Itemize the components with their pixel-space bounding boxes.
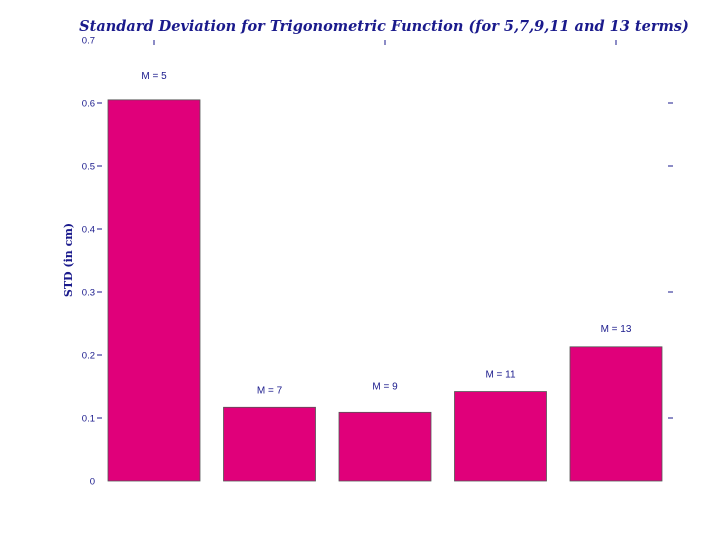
- y-tick-label: 0.6: [82, 99, 95, 110]
- y-tick-label: 0.5: [82, 162, 95, 173]
- bar: [223, 406, 316, 482]
- y-tick-label: 0: [90, 477, 95, 488]
- bars: [107, 99, 663, 482]
- bar-data-label: M = 9: [372, 381, 398, 392]
- bar-data-label: M = 13: [601, 324, 632, 335]
- top-axis-ticks: [153, 40, 617, 45]
- bar: [569, 346, 663, 482]
- y-tick-label: 0.4: [82, 225, 95, 236]
- y-tick-label: 0.3: [82, 288, 95, 299]
- y-axis-ticks: 0 0.1 0.2 0.3 0.4 0.5 0.6 0.7: [82, 36, 102, 488]
- chart-title: Standard Deviation for Trigonometric Fun…: [79, 18, 689, 35]
- bar-data-label: M = 7: [257, 385, 283, 396]
- bar: [454, 391, 547, 482]
- bar-data-label: M = 11: [485, 370, 516, 381]
- y-axis-label: STD (in cm): [62, 223, 75, 297]
- y-tick-label: 0.1: [82, 414, 95, 425]
- y-tick-label: 0.7: [82, 36, 95, 47]
- bar: [107, 99, 201, 482]
- right-axis-ticks: [668, 102, 673, 419]
- y-tick-label: 0.2: [82, 351, 95, 362]
- bar: [338, 411, 432, 482]
- bar-data-label: M = 5: [141, 71, 167, 82]
- data-labels: M = 5 M = 7 M = 9 M = 11 M = 13: [141, 71, 632, 396]
